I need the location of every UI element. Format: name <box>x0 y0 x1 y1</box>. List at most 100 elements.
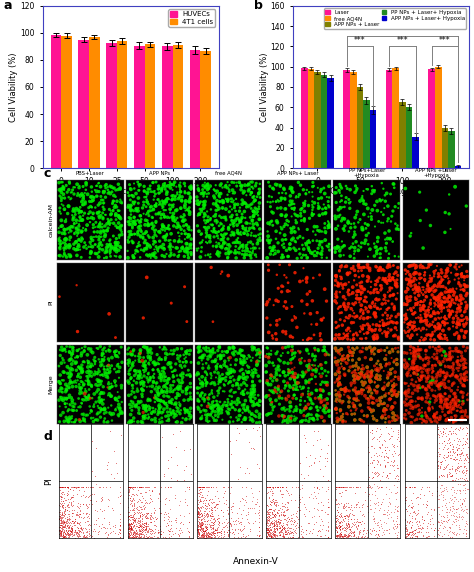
Point <box>167 410 175 419</box>
Point <box>290 391 298 400</box>
Point <box>439 464 447 474</box>
Point <box>338 352 346 361</box>
Point <box>139 519 146 528</box>
Point <box>365 474 372 483</box>
Point <box>133 532 141 541</box>
Point <box>356 295 364 304</box>
Point <box>267 533 275 542</box>
Point <box>252 251 259 260</box>
Point <box>75 344 83 353</box>
Point <box>56 345 64 355</box>
Point <box>337 407 344 416</box>
Point <box>225 525 232 534</box>
Point <box>248 388 256 398</box>
Point <box>288 212 295 221</box>
Point <box>201 216 208 225</box>
Point <box>282 382 290 391</box>
Point <box>438 431 446 440</box>
Point <box>74 503 82 512</box>
Point <box>447 372 454 381</box>
Point <box>323 253 330 263</box>
Point <box>195 353 203 363</box>
Point <box>210 378 218 387</box>
Point <box>127 347 135 356</box>
Point <box>227 377 234 386</box>
Point <box>205 344 212 353</box>
Point <box>347 514 355 523</box>
Point <box>344 386 351 395</box>
Point <box>156 418 164 427</box>
Point <box>136 368 144 377</box>
Point <box>370 286 378 295</box>
Point <box>406 365 413 374</box>
Point <box>460 399 467 408</box>
Point <box>87 406 95 415</box>
Point <box>393 520 401 529</box>
Point <box>219 204 227 213</box>
Point <box>69 531 77 540</box>
Point <box>67 527 75 537</box>
Point <box>401 482 409 491</box>
Point <box>335 515 342 524</box>
Point <box>300 251 307 260</box>
Point <box>88 197 95 206</box>
Point <box>345 356 352 365</box>
Point <box>222 376 229 385</box>
Point <box>371 186 379 195</box>
Point <box>252 232 259 241</box>
Point <box>78 399 86 408</box>
Point <box>86 193 94 202</box>
Point <box>441 331 449 340</box>
Point <box>390 525 397 534</box>
Point <box>336 533 343 542</box>
Point <box>210 396 218 406</box>
Point <box>241 406 249 415</box>
Point <box>59 238 67 247</box>
Point <box>211 525 219 534</box>
Point <box>86 367 94 376</box>
Point <box>390 290 397 299</box>
Point <box>441 382 448 391</box>
Point <box>371 504 379 513</box>
Point <box>437 461 444 470</box>
Point <box>263 518 270 527</box>
Point <box>453 284 460 293</box>
Point <box>72 359 79 368</box>
Point <box>175 532 183 541</box>
Point <box>93 192 101 201</box>
Point <box>268 417 276 426</box>
Point <box>341 486 349 495</box>
Point <box>314 526 322 535</box>
Point <box>452 473 460 482</box>
Point <box>81 238 89 247</box>
Point <box>161 212 168 221</box>
Point <box>441 402 448 411</box>
Point <box>202 482 210 491</box>
Point <box>278 522 285 531</box>
Point <box>59 496 67 506</box>
Point <box>145 211 153 220</box>
Point <box>129 482 137 491</box>
Point <box>150 508 158 517</box>
Point <box>454 450 461 459</box>
Point <box>388 391 396 400</box>
Point <box>165 513 173 522</box>
Point <box>179 387 186 396</box>
Point <box>255 410 263 419</box>
Point <box>444 451 452 460</box>
Point <box>369 399 376 408</box>
Point <box>266 518 274 527</box>
Point <box>72 517 79 526</box>
Point <box>78 233 85 243</box>
Point <box>374 518 382 527</box>
Point <box>240 390 247 399</box>
Point <box>403 518 411 527</box>
Point <box>255 210 262 220</box>
Point <box>300 244 308 253</box>
Point <box>64 526 72 535</box>
Point <box>146 485 153 494</box>
Point <box>217 506 225 515</box>
Point <box>443 395 451 404</box>
Point <box>57 188 65 197</box>
Point <box>446 526 454 535</box>
